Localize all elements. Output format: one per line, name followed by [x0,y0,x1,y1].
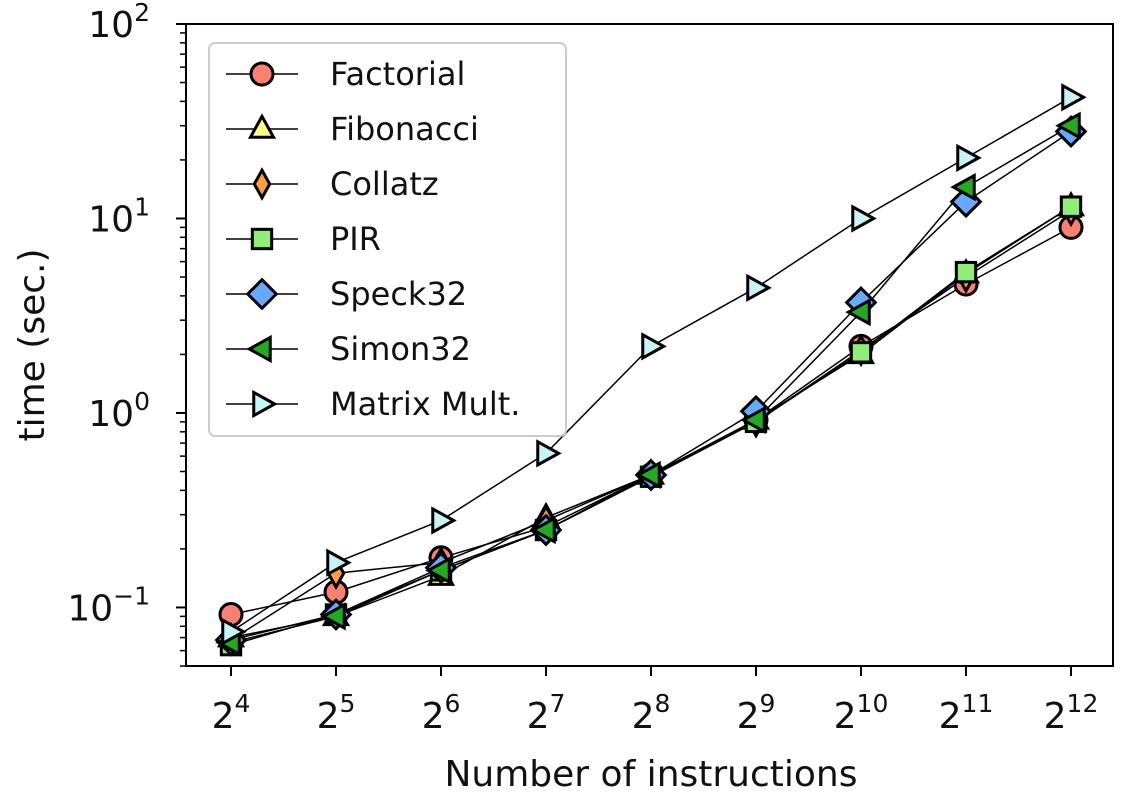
legend-item-fibonacci: Fibonacci [226,110,479,148]
plot-frame [185,23,1114,667]
data-point-matrix-mult [1061,83,1087,112]
legend-item-simon32: Simon32 [226,330,471,368]
y-tick-label: 101 [88,192,150,240]
data-point-simon32 [530,515,556,545]
data-point-pir [849,341,873,364]
data-point-matrix-mult [326,548,352,577]
legend-item-factorial: Factorial [226,55,465,93]
data-point-matrix-mult [956,143,982,172]
legend-marker [246,334,272,364]
x-tick-label: 27 [527,689,566,737]
legend-label: Speck32 [330,275,467,313]
data-point-simon32 [950,173,976,202]
legend-box [208,42,567,437]
y-tick-label: 10−1 [67,581,150,629]
y-tick-label: 102 [88,0,150,46]
data-point-pir [1059,195,1083,218]
legend-label: Matrix Mult. [330,385,520,423]
data-point-simon32 [635,460,661,490]
legend-item-pir: PIR [226,220,381,258]
series-markers [214,83,1088,657]
x-tick-label: 25 [317,689,356,737]
legend-label: Simon32 [330,330,471,368]
legend-item-matrix-mult: Matrix Mult. [226,385,520,423]
y-axis-title: time (sec.) [12,248,53,441]
x-tick-label: 211 [939,689,994,737]
series-points-matrix-mult [221,83,1087,646]
legend-marker [245,277,279,311]
data-point-matrix-mult [221,617,247,646]
tick-layer: 24 25 26 27 28 29 210 211 212 10−1 100 101 102 [67,0,1098,737]
legend-marker [247,113,277,139]
x-tick-label: 210 [834,689,889,737]
legend-marker [250,227,274,251]
data-point-pir [954,260,978,284]
legend-marker [252,167,272,201]
data-point-matrix-mult [431,506,457,535]
legend-label: PIR [330,220,381,258]
legend-label: Fibonacci [330,110,479,148]
series-points-simon32 [215,111,1081,657]
x-axis-title: Number of instructions [444,754,857,795]
x-tick-label: 26 [422,689,461,737]
data-point-matrix-mult [641,332,667,361]
data-point-simon32 [425,556,451,585]
x-tick-label: 29 [737,689,776,737]
data-point-simon32 [740,405,766,435]
legend: Factorial Fibonacci Collatz PIR Speck32 Simon… [208,42,567,437]
data-point-matrix-mult [536,439,562,468]
data-point-simon32 [320,602,346,631]
data-point-simon32 [845,298,871,327]
data-point-matrix-mult [746,273,772,302]
x-tick-label: 24 [212,689,251,737]
data-point-simon32 [1055,111,1081,140]
legend-label: Collatz [330,165,439,203]
legend-item-collatz: Collatz [226,165,439,203]
legend-item-speck32: Speck32 [226,275,467,313]
legend-marker [252,389,278,419]
legend-marker [249,61,275,87]
x-tick-label: 28 [632,689,671,737]
data-point-matrix-mult [851,204,877,233]
legend-label: Factorial [330,55,465,93]
x-tick-label: 212 [1044,689,1099,737]
y-tick-label: 100 [88,387,150,435]
